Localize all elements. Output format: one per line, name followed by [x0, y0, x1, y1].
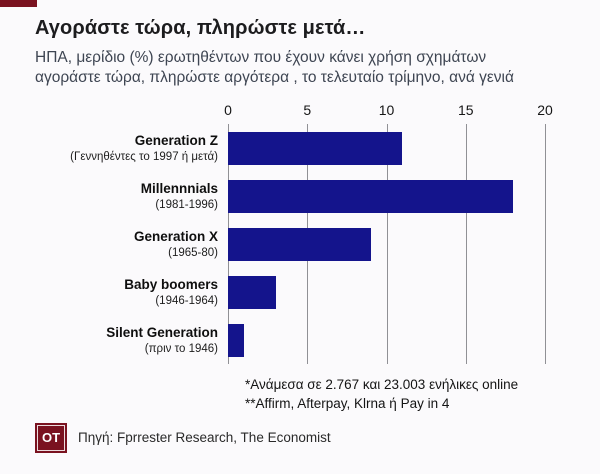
chart-subtitle: ΗΠΑ, μερίδιο (%) ερωτηθέντων που έχουν κ… — [35, 49, 514, 87]
bar-row — [228, 172, 545, 220]
plot-area — [228, 124, 546, 365]
ot-logo-text: OT — [41, 430, 61, 446]
accent-bar — [0, 0, 37, 7]
category-label-row: Baby boomers (1946-1964) — [35, 268, 228, 316]
footnote-2: **Affirm, Afterpay, Klrna ή Pay in 4 — [245, 395, 450, 411]
gridline — [386, 124, 388, 365]
category-sublabel: (Γεννηθέντες το 1997 ή μετά) — [70, 150, 218, 163]
gridline — [465, 124, 467, 365]
axis-tick: 20 — [537, 102, 553, 119]
axis-spacer — [35, 100, 228, 124]
axis-tick: 15 — [457, 102, 474, 119]
bar — [228, 323, 244, 357]
footnote-1: *Ανάμεσα σε 2.767 και 23.003 ενήλικες on… — [245, 377, 519, 393]
bar-row — [228, 316, 545, 364]
axis-tick: 5 — [303, 102, 312, 119]
axis-tick: 10 — [378, 102, 395, 119]
category-label-row: Generation Z (Γεννηθέντες το 1997 ή μετά) — [35, 124, 228, 172]
category-label: Generation Z — [134, 133, 218, 149]
source-text: Πηγή: Fprrester Research, The Economist — [78, 430, 331, 446]
bar-row — [228, 268, 545, 316]
footnotes: *Ανάμεσα σε 2.767 και 23.003 ενήλικες on… — [245, 376, 545, 412]
category-label: Baby boomers — [124, 277, 218, 293]
category-sublabel: (πριν το 1946) — [144, 342, 218, 355]
bar-row — [228, 220, 545, 268]
category-label-row: Generation X (1965-80) — [35, 220, 228, 268]
source-row: OT Πηγή: Fprrester Research, The Economi… — [35, 422, 600, 453]
chart-body: Generation Z (Γεννηθέντες το 1997 ή μετά)… — [35, 124, 546, 365]
category-sublabel: (1965-80) — [168, 246, 218, 259]
bar — [228, 275, 276, 309]
bar-row — [228, 124, 545, 172]
category-sublabel: (1946-1964) — [155, 294, 218, 307]
category-label-row: Silent Generation (πριν το 1946) — [35, 316, 228, 364]
category-label: Millennnials — [140, 181, 218, 197]
bar — [228, 179, 514, 213]
page-title: Αγοράστε τώρα, πληρώστε μετά… — [35, 17, 366, 39]
chart: 0 5 10 15 20 Generation Z (Γεννηθέντες το 199… — [35, 100, 553, 365]
bar — [228, 131, 403, 165]
bar — [228, 227, 371, 261]
category-labels: Generation Z (Γεννηθέντες το 1997 ή μετά)… — [35, 124, 228, 364]
category-label: Generation X — [133, 229, 218, 245]
gridline — [545, 124, 546, 365]
bars — [228, 124, 545, 364]
axis-tick: 0 — [224, 102, 232, 119]
ot-logo: OT — [35, 422, 67, 453]
category-sublabel: (1981-1996) — [155, 198, 218, 211]
axis-row: 0 5 10 15 20 — [35, 100, 553, 124]
category-label-row: Millennnials (1981-1996) — [35, 172, 228, 220]
axis-ticks: 0 5 10 15 20 — [224, 100, 553, 124]
category-label: Silent Generation — [106, 325, 218, 341]
